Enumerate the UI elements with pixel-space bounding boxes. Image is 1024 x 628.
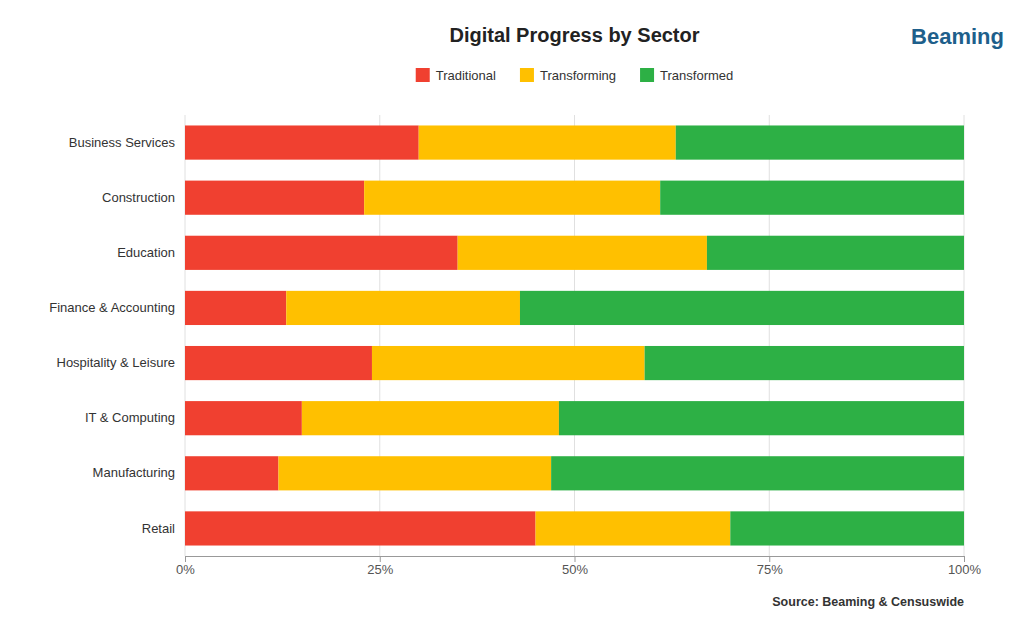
tick-label: Business Services xyxy=(69,135,176,150)
tick: Construction xyxy=(102,190,175,205)
tick: Manufacturing xyxy=(93,465,175,480)
bar xyxy=(185,181,364,215)
tick-label: Retail xyxy=(142,521,175,536)
bar xyxy=(286,291,520,325)
tick-label: Manufacturing xyxy=(93,465,175,480)
legend-swatch xyxy=(640,68,654,82)
bar xyxy=(364,181,660,215)
tick-mark xyxy=(964,556,965,562)
legend-item: Transformed xyxy=(640,68,733,83)
tick-label: 100% xyxy=(948,562,982,577)
bar xyxy=(278,456,551,490)
bar xyxy=(520,291,964,325)
tick: IT & Computing xyxy=(85,410,175,425)
bars xyxy=(185,125,964,545)
tick: Hospitality & Leisure xyxy=(57,355,176,370)
x-axis: 0% 25% 50% 75% 100% xyxy=(176,556,981,577)
tick-mark xyxy=(575,556,576,562)
bar xyxy=(185,125,419,159)
tick-label: IT & Computing xyxy=(85,410,175,425)
legend-item: Traditional xyxy=(416,68,496,83)
series-2 xyxy=(520,125,964,545)
tick-label: Education xyxy=(117,245,175,260)
bar xyxy=(536,511,731,545)
bar xyxy=(302,401,559,435)
tick: Finance & Accounting xyxy=(49,300,175,315)
bar xyxy=(730,511,964,545)
tick-label: 0% xyxy=(176,562,195,577)
tick-label: 25% xyxy=(367,562,393,577)
plot: 0% 25% 50% 75% 100% Retail Manufacturing IT & C… xyxy=(49,115,981,577)
tick-mark xyxy=(185,556,186,562)
legend-label: Transforming xyxy=(540,68,616,83)
grid xyxy=(185,115,964,556)
bar xyxy=(559,401,964,435)
bar xyxy=(419,125,676,159)
bar xyxy=(185,291,286,325)
source-note: Source: Beaming & Censuswide xyxy=(772,595,964,609)
legend: Traditional Transforming Transformed xyxy=(416,68,734,83)
bar xyxy=(551,456,964,490)
legend-swatch xyxy=(520,68,534,82)
legend-item: Transforming xyxy=(520,68,616,83)
tick: Education xyxy=(117,245,175,260)
tick: 75% xyxy=(757,556,783,577)
tick-label: Construction xyxy=(102,190,175,205)
bar xyxy=(185,401,302,435)
tick: 25% xyxy=(367,556,393,577)
bar xyxy=(676,125,964,159)
bar xyxy=(660,181,964,215)
bar xyxy=(185,456,278,490)
chart: 0% 25% 50% 75% 100% Retail Manufacturing IT & C… xyxy=(0,0,1024,628)
tick-label: 50% xyxy=(562,562,588,577)
bar xyxy=(458,236,707,270)
tick: Business Services xyxy=(69,135,176,150)
axis-line xyxy=(186,557,965,563)
bar xyxy=(645,346,964,380)
tick: Retail xyxy=(142,521,175,536)
tick-label: Hospitality & Leisure xyxy=(57,355,176,370)
bar xyxy=(185,346,372,380)
legend-label: Traditional xyxy=(436,68,496,83)
bar xyxy=(185,236,458,270)
tick: 100% xyxy=(948,556,982,577)
logo-text: Beaming xyxy=(911,24,1004,49)
legend-label: Transformed xyxy=(660,68,733,83)
tick: 50% xyxy=(562,556,588,577)
legend-swatch xyxy=(416,68,430,82)
tick-label: Finance & Accounting xyxy=(49,300,175,315)
tick: 0% xyxy=(176,556,195,577)
bar xyxy=(185,511,536,545)
tick-mark xyxy=(380,556,381,562)
tick-mark xyxy=(769,556,770,562)
tick-label: 75% xyxy=(757,562,783,577)
bar xyxy=(372,346,645,380)
y-axis: Retail Manufacturing IT & Computing Hospita… xyxy=(49,135,175,536)
bar xyxy=(707,236,964,270)
title: Digital Progress by Sector xyxy=(449,24,699,46)
